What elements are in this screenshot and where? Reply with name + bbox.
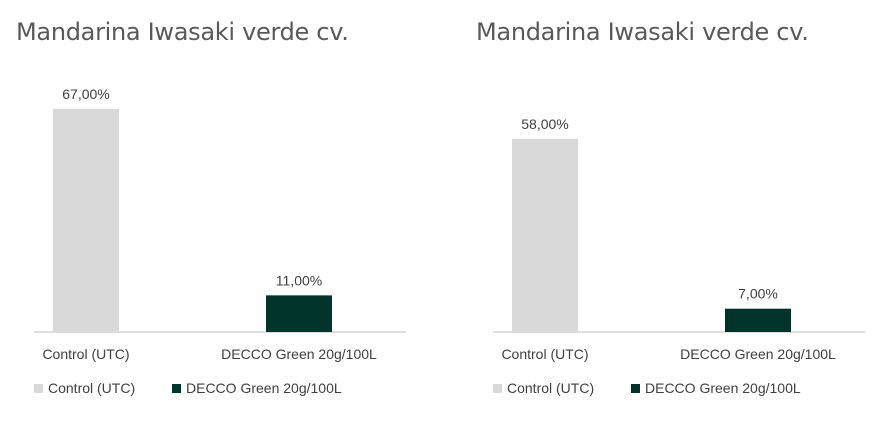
chart-title: Mandarina Iwasaki verde cv. bbox=[476, 18, 809, 46]
chart-title: Mandarina Iwasaki verde cv. bbox=[16, 18, 349, 46]
legend-label: DECCO Green 20g/100L bbox=[186, 380, 342, 396]
category-label: Control (UTC) bbox=[501, 346, 588, 362]
legend-label: Control (UTC) bbox=[48, 380, 135, 396]
bar-control bbox=[53, 108, 119, 332]
legend-label: Control (UTC) bbox=[507, 380, 594, 396]
legend-swatch-decco bbox=[172, 384, 181, 393]
chart-panel-2: Mandarina Iwasaki verde cv. 58,00% Contro… bbox=[459, 0, 887, 421]
legend-swatch-control bbox=[34, 384, 43, 393]
bar-decco bbox=[725, 308, 791, 332]
bar-value-label: 58,00% bbox=[521, 116, 568, 132]
category-label: DECCO Green 20g/100L bbox=[221, 346, 377, 362]
legend-label: DECCO Green 20g/100L bbox=[645, 380, 801, 396]
category-label: DECCO Green 20g/100L bbox=[680, 346, 836, 362]
bar-value-label: 7,00% bbox=[738, 286, 778, 302]
bar-decco bbox=[266, 295, 332, 332]
legend-swatch-decco bbox=[631, 384, 640, 393]
bar-value-label: 67,00% bbox=[62, 86, 109, 102]
category-label: Control (UTC) bbox=[42, 346, 129, 362]
chart-panel-1: Mandarina Iwasaki verde cv. 67,00% Contro… bbox=[0, 0, 440, 421]
bar-value-label: 11,00% bbox=[276, 272, 322, 288]
bar-control bbox=[512, 138, 578, 332]
bar-chart-2: 58,00% Control (UTC) 7,00% DECCO Green 20g/… bbox=[493, 116, 865, 396]
legend-swatch-control bbox=[493, 384, 502, 393]
bar-chart-1: 67,00% Control (UTC) 11,00% DECCO Green 20g… bbox=[34, 86, 406, 396]
